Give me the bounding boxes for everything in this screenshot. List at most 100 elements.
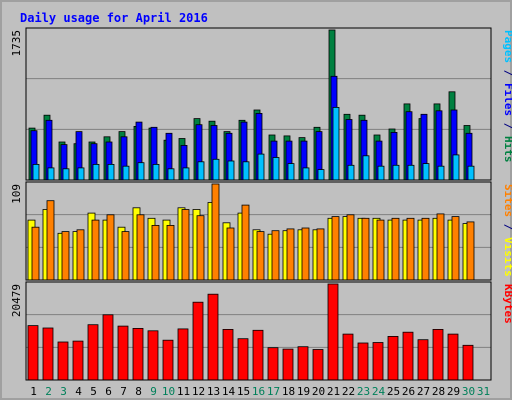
day-label-15: 15	[237, 385, 250, 398]
legend-entry: Pages	[502, 30, 512, 63]
day-label-30: 30	[462, 385, 475, 398]
panel-3: 20479 KBytes	[10, 281, 512, 381]
day-label-23: 23	[357, 385, 370, 398]
bar-pages-day-10	[167, 168, 175, 181]
bar-pages-day-11	[182, 167, 190, 181]
bar-pages-day-29	[452, 154, 460, 181]
bar-pages-day-12	[197, 161, 205, 181]
bar-pages-day-27	[422, 163, 430, 181]
bar-kbytes-day-20	[312, 349, 324, 381]
panel-border	[25, 27, 492, 181]
bar-pages-day-17	[272, 157, 280, 181]
bar-sites-day-7	[121, 231, 130, 281]
panel-border	[25, 181, 492, 281]
legend-entry: /	[502, 217, 512, 237]
day-label-10: 10	[162, 385, 175, 398]
bar-pages-day-24	[377, 165, 385, 181]
bar-pages-day-21	[332, 107, 340, 181]
bar-kbytes-day-30	[462, 344, 474, 381]
bar-sites-day-15	[241, 204, 250, 281]
bar-sites-day-12	[196, 215, 205, 281]
y-max-label: 109	[10, 184, 23, 204]
bar-pages-day-6	[107, 163, 115, 181]
day-label-20: 20	[312, 385, 325, 398]
bar-sites-day-11	[181, 209, 190, 281]
bar-kbytes-day-26	[402, 331, 414, 381]
day-label-22: 22	[342, 385, 355, 398]
day-label-17: 17	[267, 385, 280, 398]
bar-pages-day-2	[47, 167, 55, 181]
bar-kbytes-day-8	[132, 327, 144, 381]
bar-sites-day-10	[166, 224, 175, 281]
day-label-2: 2	[45, 385, 52, 398]
bar-kbytes-day-19	[297, 346, 309, 381]
bar-kbytes-day-13	[207, 293, 219, 381]
bar-sites-day-1	[31, 226, 40, 281]
y-max-label: 20479	[10, 284, 23, 317]
day-label-6: 6	[105, 385, 112, 398]
bar-sites-day-18	[286, 228, 295, 281]
bar-sites-day-13	[211, 183, 220, 281]
day-label-14: 14	[222, 385, 236, 398]
bar-kbytes-day-15	[237, 338, 249, 381]
bar-pages-day-16	[257, 153, 265, 181]
legend-entry: Hits	[502, 136, 512, 163]
bar-kbytes-day-7	[117, 325, 129, 381]
bar-pages-day-9	[152, 163, 160, 181]
day-label-5: 5	[90, 385, 97, 398]
bar-pages-day-26	[407, 164, 415, 181]
day-label-31: 31	[477, 385, 490, 398]
day-label-29: 29	[447, 385, 460, 398]
bar-kbytes-day-11	[177, 328, 189, 381]
day-label-19: 19	[297, 385, 310, 398]
legend-entry: KBytes	[502, 284, 512, 324]
bar-sites-day-22	[346, 214, 355, 281]
bar-kbytes-day-16	[252, 329, 264, 381]
bar-sites-day-2	[46, 200, 55, 281]
bar-kbytes-day-29	[447, 333, 459, 381]
bar-kbytes-day-12	[192, 301, 204, 381]
day-label-25: 25	[387, 385, 400, 398]
bar-sites-day-30	[466, 221, 475, 281]
bar-kbytes-day-18	[282, 348, 294, 381]
bar-sites-day-25	[391, 217, 400, 281]
day-label-3: 3	[60, 385, 67, 398]
day-label-24: 24	[372, 385, 386, 398]
bar-kbytes-day-10	[162, 339, 174, 381]
bar-kbytes-day-17	[267, 347, 279, 381]
legend-entry: Files	[502, 83, 512, 116]
day-label-13: 13	[207, 385, 220, 398]
bar-pages-day-18	[287, 163, 295, 181]
day-label-8: 8	[135, 385, 142, 398]
bar-sites-day-28	[436, 213, 445, 281]
day-label-7: 7	[120, 385, 127, 398]
bar-kbytes-day-14	[222, 328, 234, 381]
bar-pages-day-19	[302, 167, 310, 181]
bar-pages-day-14	[227, 160, 235, 181]
panel-border	[25, 281, 492, 381]
bar-kbytes-day-1	[27, 325, 39, 381]
bar-kbytes-day-24	[372, 342, 384, 381]
bar-kbytes-day-9	[147, 330, 159, 381]
day-label-28: 28	[432, 385, 445, 398]
bar-sites-day-27	[421, 217, 430, 281]
bar-sites-day-3	[61, 231, 70, 281]
legend-entry: /	[502, 116, 512, 136]
side-legend: Pages / Files / Hits	[502, 30, 512, 163]
y-max-label: 1735	[10, 30, 23, 57]
day-label-21: 21	[327, 385, 340, 398]
bar-sites-day-20	[316, 228, 325, 281]
day-label-27: 27	[417, 385, 430, 398]
day-label-18: 18	[282, 385, 295, 398]
bar-sites-day-24	[376, 219, 385, 281]
panel-1: 1735 Pages / Files / Hits	[10, 27, 512, 181]
bar-sites-day-29	[451, 216, 460, 281]
bar-pages-day-8	[137, 162, 145, 181]
bar-kbytes-day-6	[102, 314, 114, 381]
bar-kbytes-day-2	[42, 327, 54, 381]
bar-sites-day-8	[136, 214, 145, 281]
bar-sites-day-6	[106, 214, 115, 281]
legend-entry: /	[502, 63, 512, 83]
bar-kbytes-day-23	[357, 342, 369, 381]
